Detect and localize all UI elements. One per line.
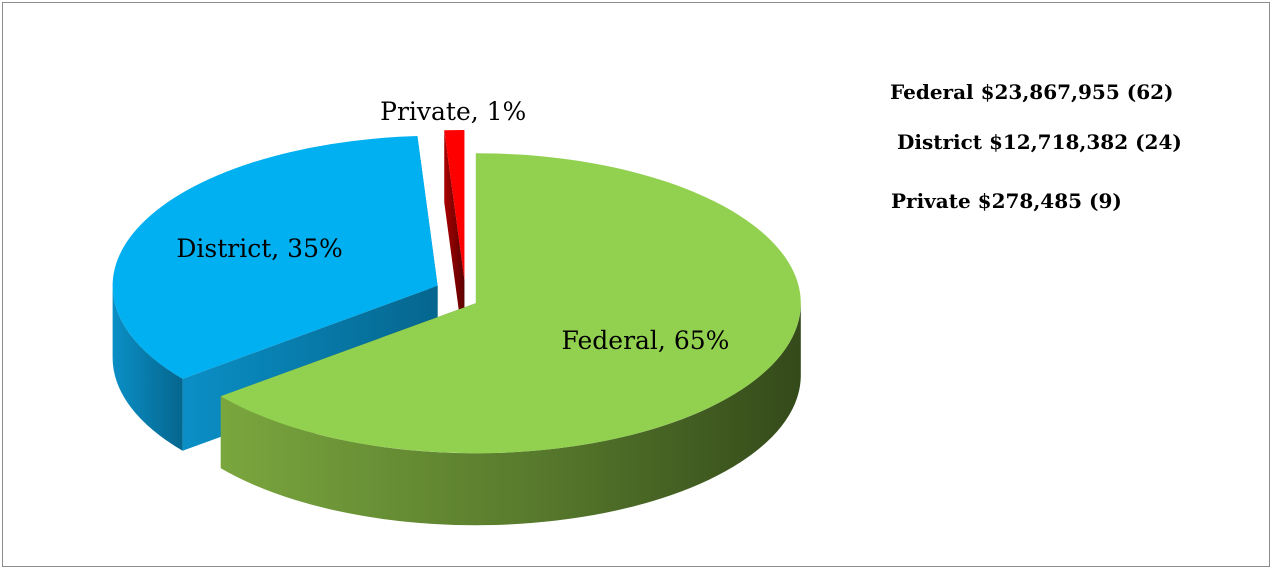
slice-wall-district [112, 285, 183, 451]
slice-private [444, 130, 465, 281]
slice-wall-federal [220, 303, 801, 526]
funding-note-district: District $12,718,382 (24) [897, 130, 1182, 154]
slice-label-federal: Federal, 65% [562, 326, 730, 355]
slice-side-private-0 [444, 130, 465, 353]
slice-federal [220, 153, 801, 454]
slice-label-private: Private, 1% [380, 97, 526, 126]
funding-note-federal: Federal $23,867,955 (62) [890, 80, 1174, 104]
pie-slices [112, 130, 801, 526]
funding-note-private: Private $278,485 (9) [891, 189, 1122, 213]
slice-label-district: District, 35% [176, 234, 342, 263]
slice-district [112, 136, 438, 379]
pie-labels: Federal, 65% District, 35% Private, 1% [176, 97, 729, 355]
